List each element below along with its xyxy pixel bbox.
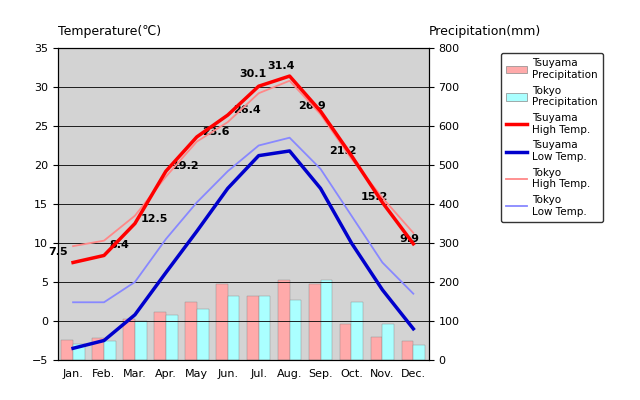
Text: 19.2: 19.2	[172, 161, 199, 171]
Bar	[289, 300, 301, 360]
Text: 31.4: 31.4	[268, 60, 295, 70]
Bar	[92, 338, 104, 360]
Bar	[321, 280, 332, 360]
Text: 12.5: 12.5	[141, 214, 168, 224]
Text: 23.6: 23.6	[202, 127, 230, 137]
Legend: Tsuyama
Precipitation, Tokyo
Precipitation, Tsuyama
High Temp., Tsuyama
Low Temp: Tsuyama Precipitation, Tokyo Precipitati…	[501, 53, 603, 222]
Bar	[135, 321, 147, 360]
Bar	[104, 340, 116, 360]
Text: 21.2: 21.2	[330, 146, 357, 156]
Bar	[401, 341, 413, 360]
Bar	[259, 296, 271, 360]
Bar	[247, 296, 259, 360]
Bar	[185, 302, 196, 360]
Text: Temperature(℃): Temperature(℃)	[58, 25, 161, 38]
Text: 30.1: 30.1	[239, 69, 266, 79]
Bar	[371, 337, 383, 360]
Text: Precipitation(mm): Precipitation(mm)	[429, 25, 541, 38]
Bar	[382, 324, 394, 360]
Text: 26.9: 26.9	[298, 101, 326, 111]
Text: 8.4: 8.4	[109, 240, 129, 250]
Bar	[228, 296, 239, 360]
Text: 26.4: 26.4	[234, 105, 261, 115]
Bar	[351, 302, 364, 360]
Text: 15.2: 15.2	[360, 192, 388, 202]
Bar	[340, 324, 351, 360]
Bar	[166, 315, 178, 360]
Bar	[196, 309, 209, 360]
Bar	[308, 284, 321, 360]
Text: 7.5: 7.5	[48, 247, 67, 257]
Bar	[413, 345, 425, 360]
Bar	[61, 340, 73, 360]
Bar	[154, 312, 166, 360]
Bar	[216, 284, 228, 360]
Bar	[278, 280, 289, 360]
Bar	[123, 319, 135, 360]
Bar	[73, 344, 85, 360]
Text: 9.9: 9.9	[399, 234, 419, 244]
